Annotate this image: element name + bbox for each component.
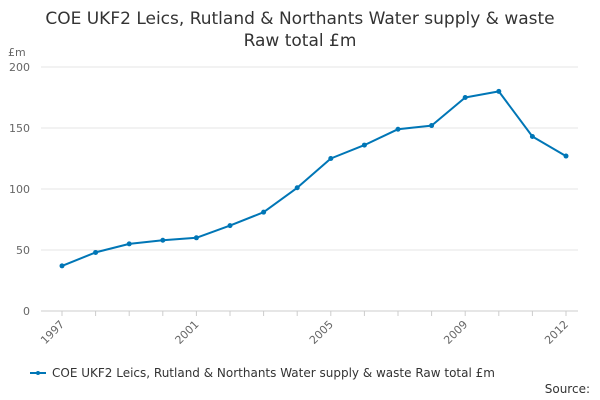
series-layer xyxy=(59,88,569,269)
x-tick-label: 1997 xyxy=(38,318,67,347)
data-point[interactable] xyxy=(529,134,535,140)
data-point[interactable] xyxy=(93,249,99,255)
data-point[interactable] xyxy=(160,237,166,243)
x-tick-label: 2012 xyxy=(542,318,571,347)
y-axis-unit-label: £m xyxy=(8,46,26,59)
data-point[interactable] xyxy=(328,156,334,161)
x-tick-label: 2009 xyxy=(441,318,470,347)
legend-label: COE UKF2 Leics, Rutland & Northants Wate… xyxy=(52,366,495,380)
data-point[interactable] xyxy=(361,142,367,148)
y-tick-label: 150 xyxy=(9,122,30,135)
axis-labels: 0 50 100 150 200 £m 1997 2001 2005 2009 2012 xyxy=(8,46,571,347)
data-point[interactable] xyxy=(59,263,65,269)
chart-title: COE UKF2 Leics, Rutland & Northants Wate… xyxy=(0,8,600,52)
source-label: Source: xyxy=(544,382,590,396)
data-point[interactable] xyxy=(496,88,502,94)
y-tick-label: 200 xyxy=(9,61,30,74)
data-point[interactable] xyxy=(261,209,267,215)
data-point[interactable] xyxy=(294,185,300,191)
x-tick-label: 2005 xyxy=(307,318,336,347)
data-point[interactable] xyxy=(462,95,468,100)
chart-title-line-2: Raw total £m xyxy=(243,31,357,51)
data-point[interactable] xyxy=(429,123,435,129)
legend-line-marker-icon xyxy=(30,367,46,379)
y-tick-label: 0 xyxy=(23,305,30,318)
series-line xyxy=(61,90,567,267)
chart-title-line-1: COE UKF2 Leics, Rutland & Northants Wate… xyxy=(45,9,555,29)
legend-marker-dot xyxy=(36,371,40,375)
data-point[interactable] xyxy=(563,153,569,159)
data-point[interactable] xyxy=(395,126,401,132)
data-point[interactable] xyxy=(193,235,199,241)
y-tick-label: 50 xyxy=(16,244,30,257)
data-point[interactable] xyxy=(126,241,132,247)
grid-lines xyxy=(41,66,578,312)
x-tick-label: 2001 xyxy=(173,318,202,347)
y-tick-label: 100 xyxy=(9,183,30,196)
data-point[interactable] xyxy=(227,223,233,229)
legend[interactable]: COE UKF2 Leics, Rutland & Northants Wate… xyxy=(30,364,495,382)
